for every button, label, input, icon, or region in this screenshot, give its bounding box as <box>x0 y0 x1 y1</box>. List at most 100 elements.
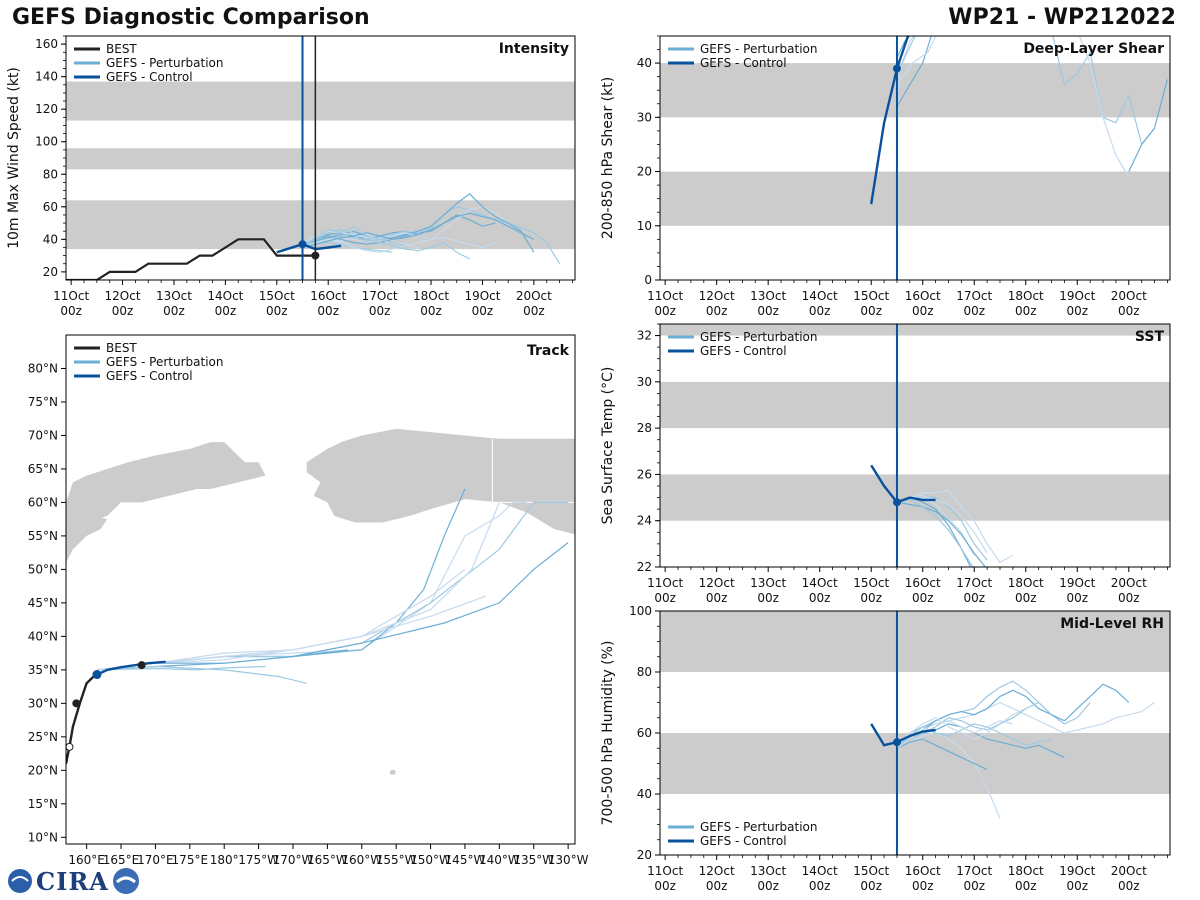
legend-label-control: GEFS - Control <box>700 344 787 358</box>
best-line <box>66 238 316 280</box>
y-tick-label: 20 <box>637 165 652 179</box>
y-tick-label: 40 <box>43 232 58 246</box>
y-axis-label: 200-850 hPa Shear (kt) <box>600 77 616 239</box>
perturbation-line <box>896 501 987 567</box>
y-tick-label: 32 <box>637 329 652 343</box>
x-tick-label-date: 11Oct <box>647 864 683 878</box>
x-tick-label-hour: 00z <box>809 879 831 893</box>
plot-area <box>660 611 1170 855</box>
x-tick-label-hour: 00z <box>706 591 728 605</box>
perturbation-track <box>96 488 466 671</box>
y-tick-label: 30 <box>637 110 652 124</box>
x-tick-label-date: 18Oct <box>1008 576 1044 590</box>
y-tick-label: 140 <box>35 70 58 84</box>
legend-label-control: GEFS - Control <box>700 834 787 848</box>
legend-label-control: GEFS - Control <box>700 56 787 70</box>
x-tick-label-hour: 00z <box>654 591 676 605</box>
y-axis-label: 10m Max Wind Speed (kt) <box>6 67 22 249</box>
perturbation-track <box>96 665 266 671</box>
lat-tick-label: 30°N <box>28 696 58 710</box>
control-line <box>870 36 910 205</box>
x-tick-label-hour: 00z <box>809 304 831 318</box>
land-siberia <box>66 442 266 536</box>
legend-label-control: GEFS - Control <box>106 369 193 383</box>
perturbation-line <box>302 212 535 249</box>
y-tick-label: 60 <box>43 200 58 214</box>
perturbation-line <box>896 683 1130 746</box>
y-tick-label: 24 <box>637 514 652 528</box>
y-tick-label: 100 <box>35 135 58 149</box>
y-tick-label: 100 <box>629 604 652 618</box>
perturbation-line <box>896 36 932 107</box>
x-tick-label-hour: 00z <box>1015 304 1037 318</box>
x-tick-label-hour: 00z <box>654 304 676 318</box>
x-tick-label-hour: 00z <box>1015 591 1037 605</box>
lon-tick-label: 145°W <box>445 853 486 867</box>
threshold-band <box>66 81 575 121</box>
y-tick-label: 26 <box>637 467 652 481</box>
x-tick-label-date: 11Oct <box>647 576 683 590</box>
x-tick-label-hour: 00z <box>654 879 676 893</box>
x-tick-label-date: 18Oct <box>1008 864 1044 878</box>
plot-area <box>66 36 575 280</box>
lat-tick-label: 60°N <box>28 495 58 509</box>
x-tick-label-hour: 00z <box>215 304 237 318</box>
lon-tick-label: 170°E <box>137 853 174 867</box>
panel-title: Track <box>527 343 570 359</box>
x-tick-label-date: 13Oct <box>750 289 786 303</box>
x-tick-label-hour: 00z <box>369 304 391 318</box>
control-track-marker <box>92 670 102 680</box>
control-line <box>870 723 936 747</box>
panel-sst: 22242628303211Oct00z12Oct00z13Oct00z14Oc… <box>600 323 1171 605</box>
control-init-marker <box>892 64 901 73</box>
y-tick-label: 20 <box>637 848 652 862</box>
panel-frame <box>65 334 576 845</box>
threshold-band <box>660 381 1170 429</box>
x-tick-label-date: 17Oct <box>956 864 992 878</box>
x-tick-label-date: 20Oct <box>1111 289 1147 303</box>
control-init-marker <box>298 240 307 249</box>
panel-title: Deep-Layer Shear <box>1023 41 1164 57</box>
legend-label-perturbation: GEFS - Perturbation <box>700 42 817 56</box>
x-tick-label-hour: 00z <box>266 304 288 318</box>
x-tick-label-date: 18Oct <box>413 289 449 303</box>
x-tick-label-hour: 00z <box>912 304 934 318</box>
x-tick-label-hour: 00z <box>523 304 545 318</box>
x-tick-label-date: 15Oct <box>853 864 889 878</box>
x-tick-label-date: 17Oct <box>956 576 992 590</box>
x-tick-label-date: 19Oct <box>1059 576 1095 590</box>
lon-tick-label: 165°W <box>307 853 348 867</box>
perturbation-track <box>96 501 527 671</box>
x-tick-label-date: 12Oct <box>699 576 735 590</box>
legend-label-perturbation: GEFS - Perturbation <box>106 56 223 70</box>
control-track <box>96 660 166 676</box>
land-hawaii <box>389 769 396 775</box>
perturbation-track <box>96 665 307 684</box>
panel-title: Intensity <box>499 41 569 57</box>
x-tick-label-date: 12Oct <box>699 289 735 303</box>
y-tick-label: 80 <box>43 167 58 181</box>
best-track-marker <box>137 661 146 670</box>
perturbation-line <box>302 228 470 260</box>
x-tick-label-hour: 00z <box>706 304 728 318</box>
map-area <box>66 428 575 775</box>
y-tick-label: 120 <box>35 102 58 116</box>
x-tick-label-hour: 00z <box>1118 304 1140 318</box>
legend-label-best: BEST <box>106 341 137 355</box>
threshold-band <box>660 63 1170 118</box>
threshold-band <box>660 611 1170 672</box>
legend-label-perturbation: GEFS - Perturbation <box>106 355 223 369</box>
panel-rh: 2040608010011Oct00z12Oct00z13Oct00z14Oct… <box>600 604 1171 893</box>
x-tick-label-date: 16Oct <box>905 864 941 878</box>
panel-intensity: 2040608010012014016011Oct00z12Oct00z13Oc… <box>6 35 576 318</box>
y-tick-label: 40 <box>637 787 652 801</box>
lat-tick-label: 80°N <box>28 361 58 375</box>
perturbation-line <box>302 225 406 247</box>
x-tick-label-hour: 00z <box>860 591 882 605</box>
logo-globe-icon <box>8 869 32 893</box>
x-tick-label-hour: 00z <box>912 879 934 893</box>
x-tick-label-hour: 00z <box>963 879 985 893</box>
x-tick-label-date: 13Oct <box>750 576 786 590</box>
legend-label-perturbation: GEFS - Perturbation <box>700 820 817 834</box>
